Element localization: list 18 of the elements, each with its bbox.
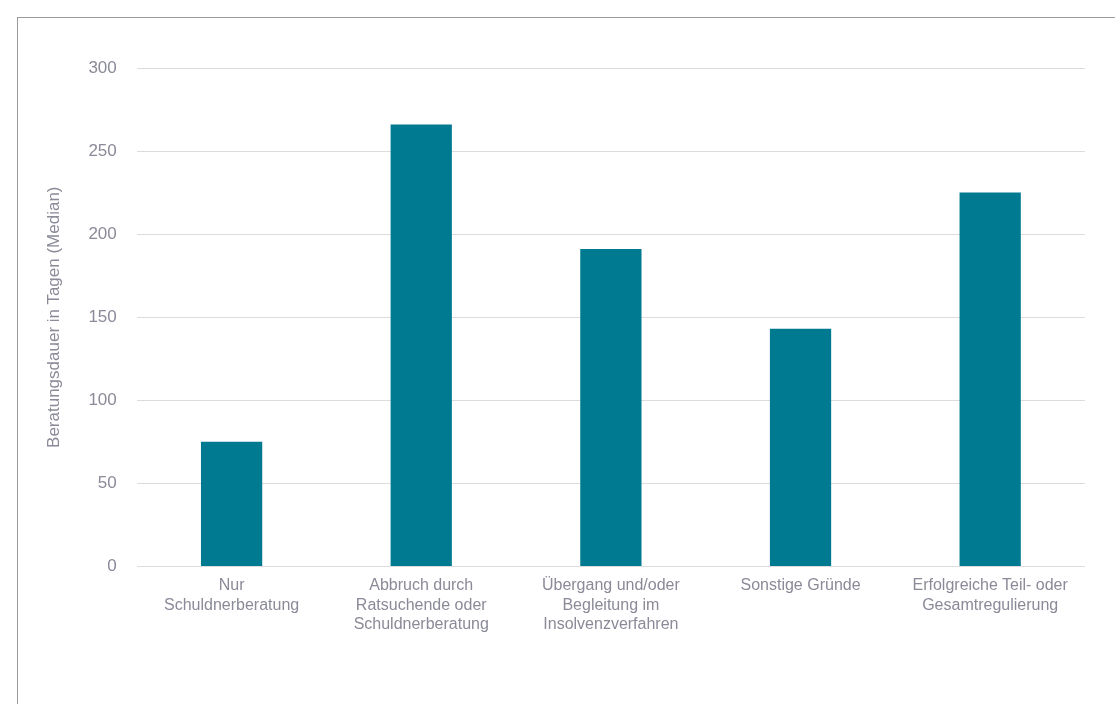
y-tick-label: 0 [107, 556, 117, 576]
bar [200, 441, 263, 566]
x-tick-label: Abbruch durch Ratsuchende oder Schuldnerberatung [353, 576, 489, 632]
x-tick-label: Übergang und/oder Begleitung im Insolvenzverfahren [541, 576, 681, 632]
y-tick-label: 50 [97, 473, 117, 493]
bar [390, 124, 452, 566]
y-tick-label: 250 [88, 140, 117, 160]
y-axis-title: Beratungsdauer in Tagen (Median) [43, 186, 63, 448]
bar [580, 249, 642, 566]
bar [959, 192, 1021, 566]
y-tick-label: 200 [88, 223, 117, 243]
bar [769, 328, 832, 566]
x-tick-label: Nur Schuldnerberatung [163, 576, 300, 613]
x-tick-label: Erfolgreiche Teil- oder Gesamtregulierung [912, 576, 1069, 613]
y-tick-label: 300 [88, 57, 117, 77]
y-tick-label: 100 [88, 389, 117, 409]
y-tick-label: 150 [88, 306, 117, 326]
x-tick-label: Sonstige Gründe [740, 576, 861, 594]
